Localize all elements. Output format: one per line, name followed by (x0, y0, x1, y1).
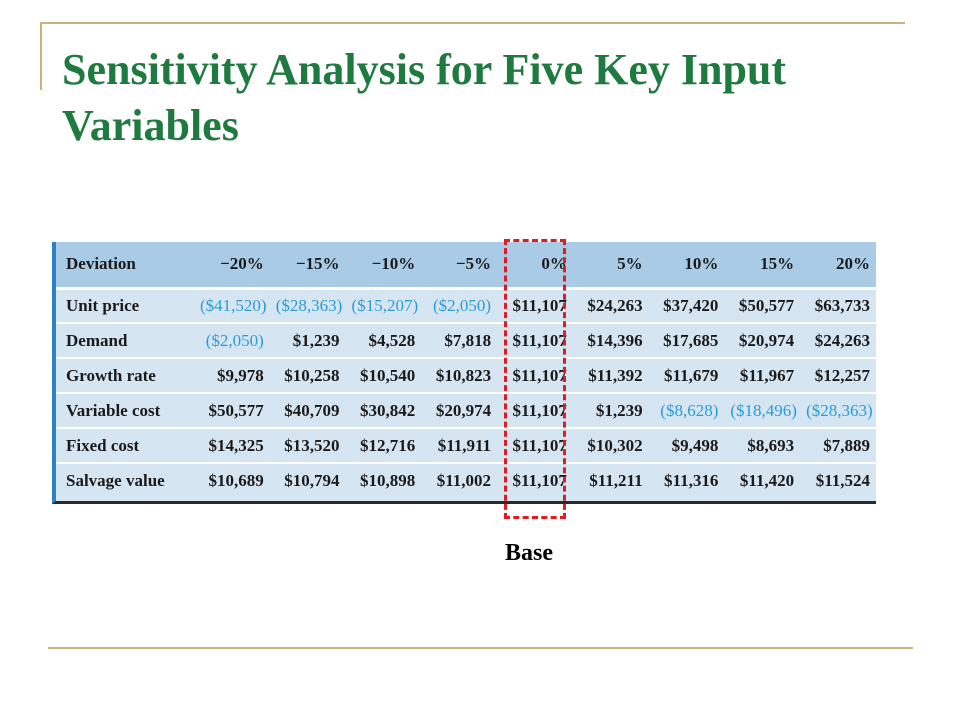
table-cell: $10,794 (284, 471, 340, 490)
table-cell: $10,540 (360, 365, 416, 385)
column-header: Deviation (66, 254, 136, 274)
column-header: −20% (220, 254, 264, 274)
table-cell: $9,978 (217, 365, 264, 385)
table-cell: $17,685 (663, 330, 719, 350)
column-header: 5% (617, 254, 643, 274)
table-cell: $11,107 (512, 435, 567, 455)
table-cell: $20,974 (738, 330, 795, 350)
row-label: Demand (66, 330, 128, 350)
column-header: 15% (760, 254, 795, 274)
table-cell: $11,107 (512, 295, 567, 315)
table-cell: $11,316 (664, 471, 719, 490)
base-highlight-box (504, 239, 566, 519)
column-header: 0% (541, 254, 567, 274)
table-cell: $12,257 (814, 365, 870, 385)
column-header: −10% (371, 254, 416, 274)
top-rule (40, 22, 905, 24)
column-header: 20% (836, 254, 870, 274)
table-header-row: Deviation −20% −15% −10% −5% 0% 5% 10% 1… (56, 242, 876, 288)
table-cell: ($41,520) (200, 295, 267, 315)
table-cell: $30,842 (360, 400, 416, 420)
table-cell: ($18,496) (730, 400, 797, 420)
table-cell: $10,898 (360, 471, 416, 490)
slide-title: Sensitivity Analysis for Five Key Input … (62, 45, 787, 150)
table-cell: $11,911 (437, 435, 492, 455)
table-row: Demand ($2,050) $1,239 $4,528 $7,818 $11,107 $… (56, 323, 876, 358)
table-cell: $7,818 (444, 330, 492, 350)
table-cell: $1,239 (292, 330, 340, 350)
table-cell: $8,693 (747, 435, 795, 455)
table-cell: $10,302 (587, 435, 643, 455)
base-label: Base (505, 540, 553, 566)
table-row: Variable cost $50,577 $40,709 $30,842 $20,97… (56, 393, 876, 428)
table-cell: $63,733 (814, 295, 870, 315)
left-rule (40, 22, 42, 90)
table-cell: $11,107 (512, 471, 567, 490)
table-cell: ($8,628) (660, 400, 719, 420)
table-cell: $9,498 (671, 435, 719, 455)
table-cell: $13,520 (284, 435, 340, 455)
table-cell: ($2,050) (205, 330, 264, 350)
table-cell: $11,420 (739, 471, 795, 490)
table-cell: $50,577 (208, 400, 264, 420)
table-cell: $40,709 (284, 400, 340, 420)
table-cell: $10,258 (284, 365, 340, 385)
table-cell: $11,967 (739, 365, 795, 385)
sensitivity-table: Deviation −20% −15% −10% −5% 0% 5% 10% 1… (52, 242, 876, 504)
table-cell: $11,211 (589, 471, 643, 490)
table-cell: $11,107 (512, 400, 567, 420)
table-cell: $24,263 (814, 330, 870, 350)
table-cell: ($2,050) (432, 295, 492, 315)
table-cell: $7,889 (823, 435, 870, 455)
table-cell: $10,689 (208, 471, 264, 490)
row-label: Unit price (66, 295, 140, 315)
column-header: −15% (295, 254, 340, 274)
table-cell: $14,325 (208, 435, 264, 455)
table-cell: $11,524 (815, 471, 870, 490)
table-body: Unit price ($41,520) ($28,363) ($15,207) ($2… (56, 288, 876, 498)
table-cell: $11,107 (512, 330, 567, 350)
table-cell: ($15,207) (351, 295, 419, 315)
table-row: Salvage value $10,689 $10,794 $10,898 $11,00… (56, 463, 876, 498)
column-header: 10% (684, 254, 719, 274)
table-cell: $14,396 (587, 330, 643, 350)
table-cell: $11,679 (664, 365, 719, 385)
table-cell: $20,974 (435, 400, 492, 420)
table-cell: $10,823 (435, 365, 492, 385)
table-cell: $24,263 (587, 295, 643, 315)
bottom-rule (48, 647, 913, 649)
row-label: Growth rate (66, 365, 156, 385)
column-header: −5% (455, 254, 492, 274)
table-cell: $11,107 (512, 365, 567, 385)
row-label: Variable cost (66, 400, 161, 420)
table-cell: $11,002 (436, 471, 492, 490)
table-cell: $12,716 (360, 435, 416, 455)
table-row: Fixed cost $14,325 $13,520 $12,716 $11,911 $1… (56, 428, 876, 463)
row-label: Salvage value (66, 471, 165, 490)
table-row: Growth rate $9,978 $10,258 $10,540 $10,823 $1… (56, 358, 876, 393)
row-label: Fixed cost (66, 435, 140, 455)
table-cell: $50,577 (738, 295, 795, 315)
table-cell: $11,392 (588, 365, 643, 385)
table-cell: ($28,363) (275, 295, 343, 315)
table-cell: ($28,363) (806, 400, 873, 420)
table-cell: $37,420 (663, 295, 719, 315)
table-row: Unit price ($41,520) ($28,363) ($15,207) ($2… (56, 288, 876, 323)
sensitivity-table-grid: Deviation −20% −15% −10% −5% 0% 5% 10% 1… (56, 242, 876, 498)
table-cell: $1,239 (595, 400, 643, 420)
table-cell: $4,528 (368, 330, 416, 350)
